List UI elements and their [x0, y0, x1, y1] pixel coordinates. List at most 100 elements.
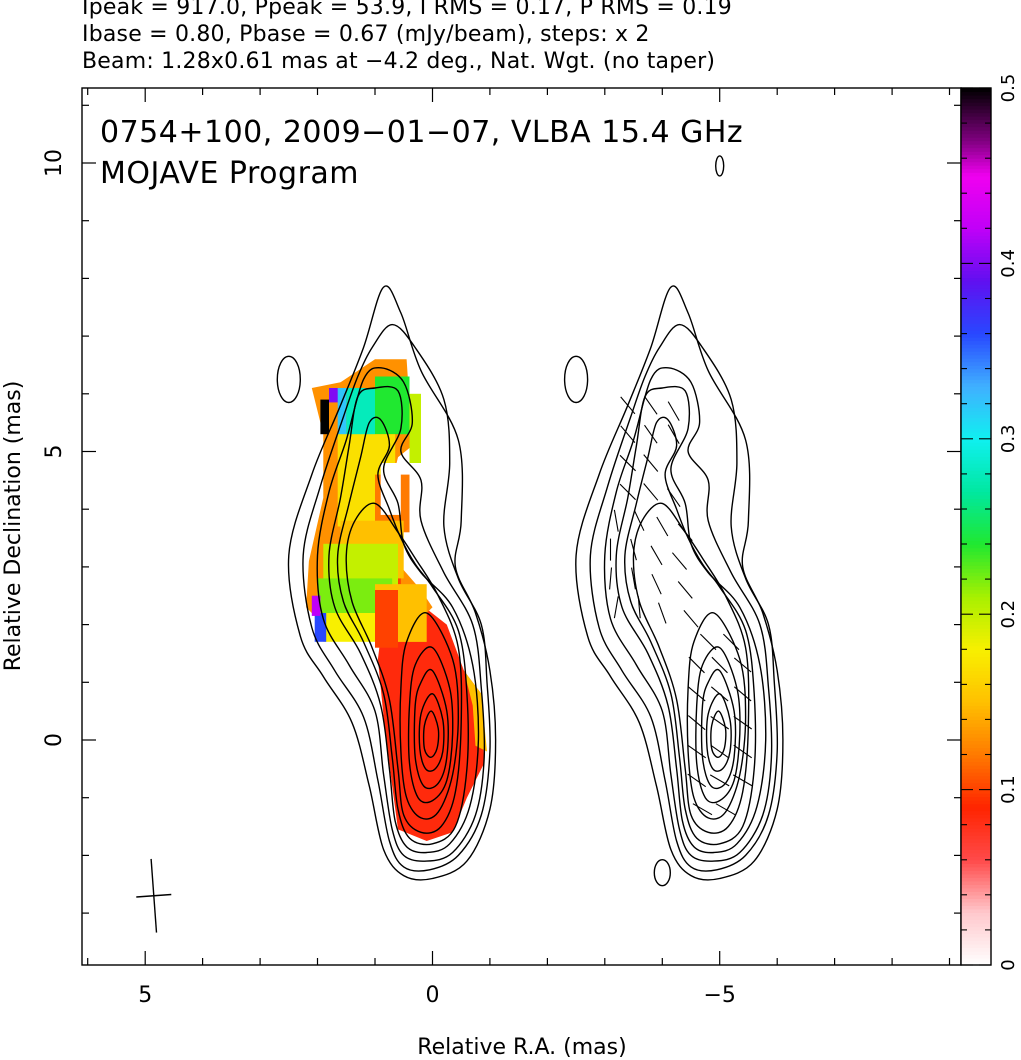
colorbar-cell [961, 435, 991, 440]
colorbar-cell [961, 179, 991, 184]
colorbar-cell [961, 642, 991, 647]
colorbar-cell [961, 280, 991, 286]
evpa-vector [687, 686, 706, 702]
colorbar-cell [961, 617, 991, 622]
evpa-vector [651, 573, 662, 595]
colorbar-cell [961, 389, 991, 394]
colorbar-cell [961, 344, 991, 349]
contour-line [287, 285, 497, 881]
colorbar-cell [961, 238, 991, 243]
evpa-vector [677, 581, 693, 599]
colorbar-cell [961, 266, 991, 272]
colorbar-cell [961, 912, 991, 917]
colorbar-cell [961, 158, 991, 163]
colorbar-tick-label: 0.2 [998, 600, 1019, 629]
contour-line [695, 646, 741, 804]
contour-line [603, 366, 773, 862]
colorbar-cell [961, 736, 991, 742]
colorbar-cell [961, 477, 991, 482]
colorbar-cell [961, 487, 991, 493]
colorbar-cell [961, 933, 991, 938]
colorbar-tick-label: 0 [998, 959, 1019, 970]
colorbar-cell [961, 361, 991, 366]
colorbar-cell [961, 249, 991, 254]
evpa-vector [644, 424, 658, 444]
fracpol-cell [311, 595, 321, 616]
colorbar-cell [961, 442, 991, 447]
evpa-vector [650, 545, 663, 566]
colorbar-cell [961, 782, 991, 787]
colorbar-cell [961, 386, 991, 391]
beam-minor-axis [136, 893, 172, 898]
colorbar-cell [961, 670, 991, 675]
evpa-vector [667, 424, 680, 444]
colorbar-cell [961, 140, 991, 145]
colorbar-cell [961, 733, 991, 738]
contour-line [700, 668, 737, 790]
colorbar-cell [961, 961, 991, 966]
evpa-vector [637, 596, 641, 619]
colorbar-cell [961, 754, 991, 759]
colorbar-cell [961, 263, 991, 268]
colorbar-cell [961, 214, 991, 219]
colorbar-tick-label: 0.5 [998, 74, 1019, 103]
colorbar-cell [961, 684, 991, 689]
colorbar-cell [961, 291, 991, 296]
colorbar-cell [961, 224, 991, 229]
evpa-vector [709, 774, 730, 787]
colorbar-cell [961, 88, 991, 93]
colorbar-cell [961, 368, 991, 373]
colorbar-cell [961, 565, 991, 570]
colorbar-cell [961, 800, 991, 805]
colorbar-cell [961, 635, 991, 640]
evpa-vector [677, 523, 693, 542]
colorbar-tick-label: 0.3 [998, 424, 1019, 453]
colorbar-cell [961, 880, 991, 885]
contour-line [418, 693, 445, 772]
evpa-vector [733, 657, 752, 673]
colorbar-cell [961, 284, 991, 289]
colorbar-cell [961, 112, 991, 117]
colorbar-cell [961, 407, 991, 412]
colorbar-cell [961, 849, 991, 854]
colorbar-cell [961, 866, 991, 871]
colorbar-cell [961, 908, 991, 913]
x-tick-label: 5 [138, 983, 152, 1008]
colorbar-cell [961, 554, 991, 559]
contour-layer [276, 155, 784, 887]
evpa-vector-layer [609, 395, 753, 816]
evpa-vector [692, 803, 713, 816]
colorbar-cell [961, 259, 991, 264]
colorbar-cell [961, 379, 991, 384]
x-axis-label: Relative R.A. (mas) [417, 1035, 626, 1060]
colorbar-cell [961, 456, 991, 461]
evpa-vector [683, 610, 699, 628]
colorbar-cell [961, 870, 991, 875]
contours-right-panel [563, 285, 784, 881]
colorbar-cell [961, 786, 991, 791]
colorbar-cell [961, 161, 991, 166]
colorbar-cell [961, 842, 991, 847]
evpa-vector [620, 396, 636, 415]
contour-line [632, 502, 750, 834]
colorbar-cell [961, 154, 991, 159]
colorbar-cell [961, 863, 991, 868]
colorbar-cell [961, 936, 991, 942]
colorbar-cell [961, 729, 991, 735]
colorbar-cell [961, 631, 991, 636]
colorbar-cell [961, 102, 991, 107]
colorbar-tick-label: 0.1 [998, 775, 1019, 804]
evpa-vector [710, 744, 730, 759]
colorbar-cell [961, 309, 991, 314]
colorbar-cell [961, 151, 991, 156]
colorbar-cell [961, 508, 991, 514]
colorbar-cell [961, 189, 991, 194]
colorbar-cell [961, 340, 991, 345]
contour-line [624, 416, 757, 846]
colorbar-cell [961, 277, 991, 282]
colorbar-cell [961, 873, 991, 878]
colorbar-cell [961, 838, 991, 843]
colorbar-cell [961, 540, 991, 545]
colorbar-cell [961, 663, 991, 668]
colorbar-cell [961, 116, 991, 121]
